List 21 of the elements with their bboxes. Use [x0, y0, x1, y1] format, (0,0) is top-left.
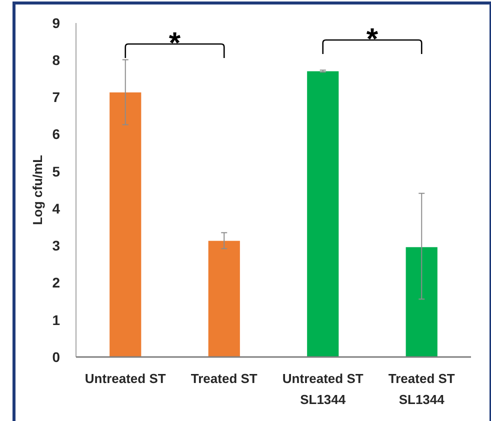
y-tick-label: 9	[52, 14, 60, 31]
x-tick-label: Treated ST SL1344	[388, 371, 455, 407]
y-axis-title: Log cfu/mL	[30, 154, 45, 226]
y-tick-label: 0	[52, 348, 60, 365]
bar	[208, 240, 240, 357]
y-tick-label: 1	[52, 312, 60, 328]
y-tick-label: 4	[52, 200, 60, 216]
bar	[307, 71, 339, 357]
annotation: *	[366, 23, 378, 56]
x-tick-label: Untreated ST SL1344	[282, 371, 364, 407]
y-tick-label: 5	[52, 163, 60, 180]
y-tick-label: 2	[52, 274, 60, 291]
annotation: *	[168, 27, 181, 60]
y-tick-label: 8	[52, 52, 60, 68]
x-tick-label: Treated ST	[190, 371, 258, 386]
x-tick-label: Untreated ST	[84, 371, 166, 386]
bar	[406, 247, 438, 357]
y-tick-label: 3	[52, 238, 60, 254]
bar	[110, 92, 142, 357]
y-tick-label: 7	[52, 89, 60, 106]
y-tick-label: 6	[52, 126, 60, 142]
